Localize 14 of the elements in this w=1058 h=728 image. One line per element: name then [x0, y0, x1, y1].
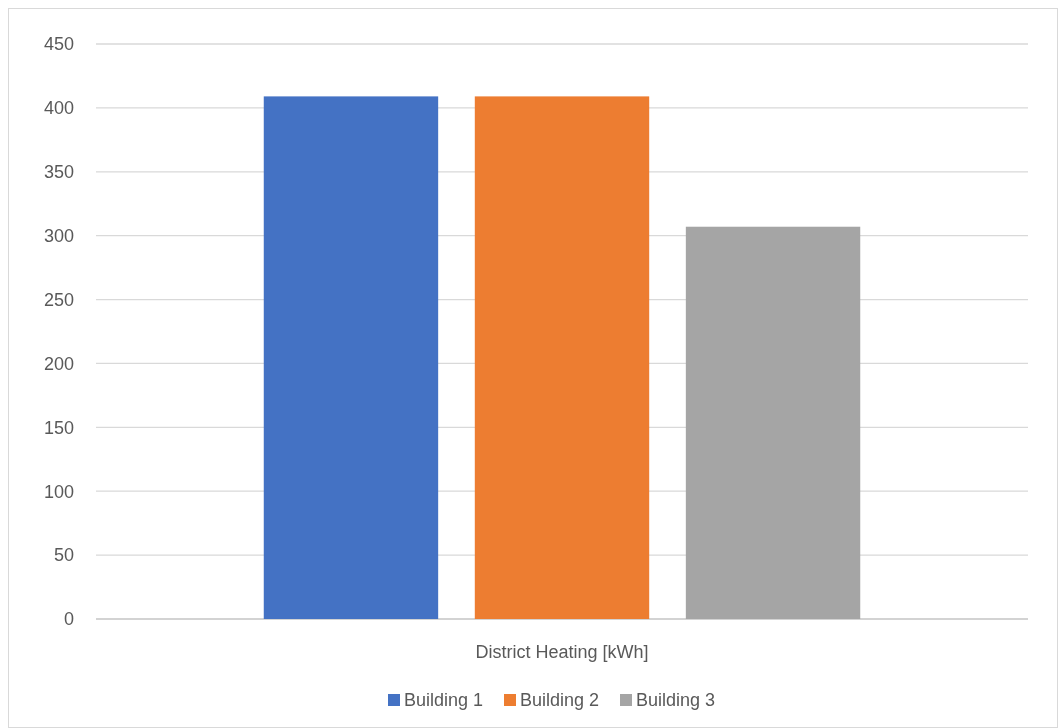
x-tick-label: District Heating [kWh] [475, 642, 649, 662]
y-tick-label: 300 [43, 225, 74, 246]
y-tick-label: 450 [43, 34, 74, 55]
legend-label: Building 1 [404, 690, 484, 711]
legend-label: Building 2 [520, 690, 600, 711]
y-tick-label: 400 [43, 98, 74, 119]
y-tick-label: 50 [53, 545, 74, 566]
y-tick-label: 0 [63, 609, 74, 630]
y-tick-label: 350 [43, 162, 74, 183]
y-tick-label: 100 [43, 481, 74, 502]
legend-label: Building 3 [636, 690, 716, 711]
y-tick-label: 250 [43, 289, 74, 310]
y-tick-label: 150 [43, 417, 74, 438]
y-tick-label: 200 [43, 353, 74, 374]
